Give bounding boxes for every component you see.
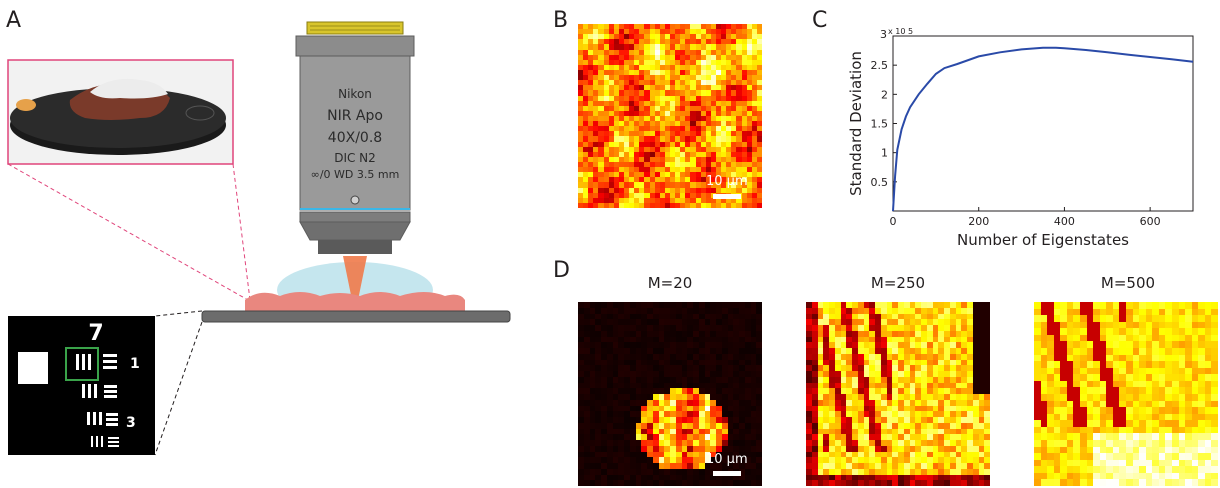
scalebar-b: [713, 194, 741, 199]
setup-illustration: Nikon NIR Apo 40X/0.8 DIC N2 ∞/0 WD 3.5 …: [7, 21, 511, 456]
label-m20: M=20: [647, 274, 693, 292]
laser-beam: [343, 256, 367, 300]
label-m250: M=250: [870, 274, 926, 292]
scalebar-d: [713, 471, 741, 476]
x-tick-label: 200: [968, 215, 989, 228]
x-axis-label: Number of Eigenstates: [957, 231, 1129, 249]
std-deviation-chart: 0 200 400 600 0.5 1 1.5 2 2.5 3 x 10 5 Number of Ei…: [847, 27, 1194, 249]
series-line: [892, 46, 1194, 212]
reconstruction-image-m500: [1034, 302, 1218, 486]
y-axis-label: Standard Deviation: [847, 51, 865, 196]
scalebar-label-b: 10 µm: [706, 174, 748, 189]
scalebar-label-d: 10 µm: [706, 452, 748, 467]
tissue-sample: [245, 292, 465, 312]
reconstruction-image-m250: [806, 302, 990, 486]
x-tick-label: 0: [890, 215, 897, 228]
microscope-slide: [201, 310, 511, 323]
x-tick-label: 600: [1140, 215, 1161, 228]
reconstruction-image-b: [578, 24, 762, 208]
panel-label-b: B: [553, 8, 569, 33]
objective-text-2: NIR Apo: [327, 108, 383, 124]
y-top-label: 3: [880, 28, 887, 41]
y-tick-label: 2.5: [871, 59, 889, 72]
resolution-target: 7 1 3: [8, 316, 155, 455]
objective-text-3: 40X/0.8: [328, 130, 382, 146]
target-element-1-label: 1: [130, 356, 140, 372]
target-element-3-label: 3: [126, 415, 136, 431]
y-tick-label: 0.5: [871, 176, 889, 189]
reconstruction-image-m20: [578, 302, 762, 486]
label-m500: M=500: [1100, 274, 1156, 292]
plot-frame: [892, 35, 1194, 212]
panel-label-a: A: [6, 8, 22, 33]
y-tick-label: 2: [881, 88, 888, 101]
objective-text-5: ∞/0 WD 3.5 mm: [311, 168, 400, 181]
objective-text-1: Nikon: [338, 87, 372, 101]
y-tick-label: 1: [881, 147, 888, 160]
y-exponent-label: x 10 5: [888, 27, 913, 36]
panel-label-c: C: [812, 8, 828, 33]
panel-label-d: D: [553, 258, 570, 283]
objective-text-4: DIC N2: [334, 151, 376, 165]
objective-lens: [295, 21, 415, 254]
target-group-label: 7: [88, 321, 103, 346]
y-tick-label: 1.5: [871, 118, 889, 131]
x-tick-label: 400: [1054, 215, 1075, 228]
sample-photo: [7, 59, 234, 165]
